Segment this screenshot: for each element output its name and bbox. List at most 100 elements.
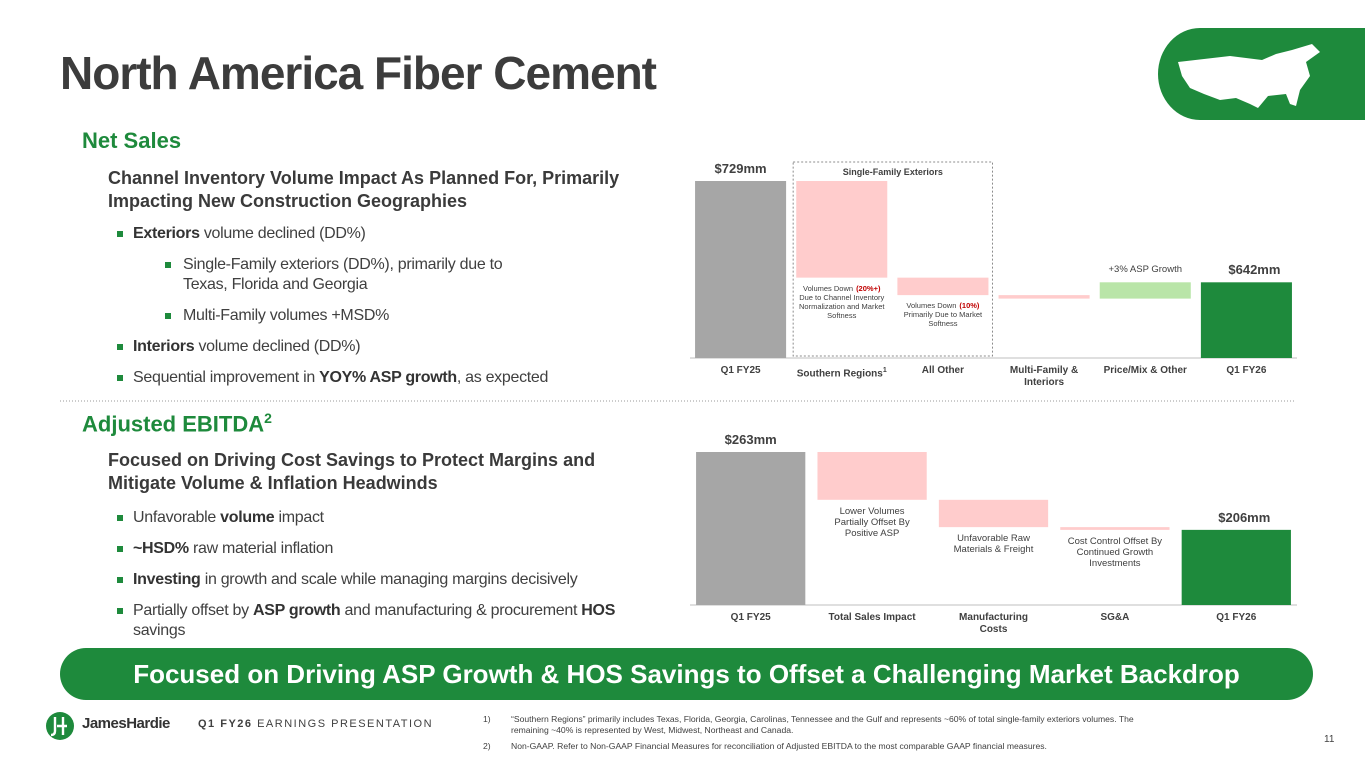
bullet-text: Partially offset by — [133, 602, 253, 619]
section-subheading: Channel Inventory Volume Impact As Plann… — [108, 168, 620, 211]
category-text: Manufacturing Costs — [959, 612, 1028, 635]
heading-text: Net Sales — [82, 128, 182, 153]
bullet: Interiors volume declined (DD%) — [117, 337, 633, 357]
waterfall-bar — [1181, 529, 1291, 605]
x-tick-label: Southern Regions1 — [794, 365, 890, 380]
bar-annotation: Cost Control Offset By Continued Growth … — [1065, 536, 1165, 569]
presentation-label: Q1 FY26 EARNINGS PRESENTATION — [198, 718, 433, 730]
waterfall-bar — [1099, 282, 1191, 299]
annotation-highlight: (10%) — [959, 301, 980, 311]
annotation-line: +3% ASP Growth — [1097, 265, 1193, 275]
section-heading: Net Sales — [82, 128, 181, 154]
bullet-text: volume declined (DD%) — [194, 338, 361, 355]
bullet-marker — [117, 577, 123, 583]
bullet-text: Exteriors — [133, 225, 200, 242]
footnote: 2) Non-GAAP. Refer to Non-GAAP Financial … — [483, 741, 1163, 752]
section-subheading: Focused on Driving Cost Savings to Prote… — [108, 450, 596, 493]
category-text: Multi-Family & Interiors — [1009, 365, 1079, 388]
category-sup: 1 — [882, 367, 887, 374]
bullet: Unfavorable volume impact — [117, 508, 633, 528]
annotation-text: Lower Volumes Partially Offset By Positi… — [834, 505, 910, 539]
bullet-text: savings — [133, 622, 186, 639]
annotation-detail: Due to Channel Inventory Normalization a… — [799, 292, 885, 320]
bullet-text: volume — [220, 509, 275, 526]
x-tick-label: Manufacturing Costs — [946, 612, 1042, 636]
x-tick-label: All Other — [895, 365, 991, 377]
bullet-marker — [117, 231, 123, 237]
annotation-line: Volumes Down (20%+) — [794, 284, 890, 293]
bullet-text: volume declined (DD%) — [199, 225, 366, 242]
edition: Q1 FY26 — [198, 718, 253, 730]
bullet-marker — [117, 515, 123, 521]
bar-annotation: Volumes Down (20%+) Due to Channel Invento… — [794, 284, 890, 320]
annotation-text: Volumes Down — [803, 283, 854, 293]
bullet-list: Exteriors volume declined (DD%) Single-Fa… — [117, 224, 633, 399]
group-label: Single-Family Exteriors — [842, 167, 943, 177]
group-box — [792, 161, 994, 357]
heading-sup: 2 — [264, 410, 272, 426]
annotation-highlight: (20%+) — [856, 283, 881, 293]
annotation-detail: Primarily Due to Market Softness — [903, 310, 983, 329]
bullet: Sequential improvement in YOY% ASP growt… — [117, 368, 633, 388]
waterfall-bar — [998, 295, 1090, 299]
category-text: Total Sales Impact — [828, 612, 916, 623]
bullet-text: YOY% ASP growth — [319, 369, 457, 386]
bullet-text: impact — [274, 509, 324, 526]
annotation-line: Cost Control Offset By Continued Growth … — [1065, 536, 1165, 569]
x-tick-label: Q1 FY25 — [703, 612, 799, 624]
bullet-text: Unfavorable — [133, 509, 221, 526]
bullet-text: Multi-Family volumes +MSD% — [183, 307, 390, 324]
x-tick-label: Q1 FY26 — [1198, 365, 1294, 377]
annotation-line: Volumes Down (10%) — [895, 301, 991, 310]
bullet-text: HOS — [581, 602, 616, 619]
bullet-text: Sequential improvement in — [133, 369, 320, 386]
brand-name: JamesHardie — [82, 715, 170, 732]
bullet-text: ASP growth — [253, 602, 341, 619]
bullet-text: Single-Family exteriors (DD%), primarily… — [183, 256, 503, 293]
value-label: $206mm — [1218, 509, 1271, 525]
waterfall-bar — [696, 452, 806, 605]
footnote-text: Non-GAAP. Refer to Non-GAAP Financial Me… — [511, 741, 1047, 751]
bullet-list: Unfavorable volume impact ~HSD% raw mater… — [117, 508, 633, 652]
bullet: Exteriors volume declined (DD%) — [117, 224, 633, 244]
waterfall-bar — [1200, 282, 1292, 358]
footnote-number: 1) — [483, 714, 491, 724]
category-text: Q1 FY25 — [730, 612, 771, 623]
bullet-marker — [165, 313, 171, 319]
value-label: $263mm — [724, 432, 777, 447]
bullet-marker — [117, 344, 123, 350]
presentation: EARNINGS PRESENTATION — [257, 718, 434, 730]
waterfall-bar — [938, 499, 1049, 528]
category-text: Q1 FY26 — [1216, 612, 1257, 623]
footnote: 1) “Southern Regions” primarily includes … — [483, 714, 1163, 736]
annotation-line: Lower Volumes Partially Offset By Positi… — [822, 506, 922, 539]
bar-annotation: +3% ASP Growth — [1097, 265, 1193, 275]
bullet: Investing in growth and scale while mana… — [117, 570, 633, 590]
x-tick-label: Q1 FY25 — [693, 365, 789, 377]
waterfall-bar — [695, 181, 787, 358]
bar-annotation: Lower Volumes Partially Offset By Positi… — [822, 506, 922, 539]
bullet: Partially offset by ASP growth and manuf… — [117, 601, 633, 641]
category-text: Price/Mix & Other — [1103, 365, 1187, 376]
bar-annotation: Volumes Down (10%) Primarily Due to Market… — [895, 301, 991, 328]
waterfall-bar — [817, 452, 927, 500]
bullet-text: Interiors — [133, 338, 195, 355]
bullet-marker — [117, 375, 123, 381]
section-heading: Adjusted EBITDA2 — [82, 410, 272, 437]
category-text: Q1 FY25 — [720, 365, 761, 376]
annotation-text: Cost Control Offset By Continued Growth … — [1067, 535, 1163, 569]
bullet-text: raw material inflation — [188, 540, 334, 557]
bullet: ~HSD% raw material inflation — [117, 539, 633, 559]
annotation-line: Unfavorable Raw Materials & Freight — [944, 533, 1044, 555]
footnote-text: “Southern Regions” primarily includes Te… — [511, 714, 1134, 735]
bullet-text: in growth and scale while managing margi… — [200, 571, 578, 588]
page-number: 11 — [1324, 734, 1335, 745]
category-text: All Other — [921, 365, 965, 376]
banner: Focused on Driving ASP Growth & HOS Savi… — [60, 648, 1313, 700]
annotation-text: Unfavorable Raw Materials & Freight — [953, 533, 1034, 556]
us-map-icon — [1178, 44, 1320, 108]
footnote-number: 2) — [483, 741, 491, 751]
bullet-text: Investing — [133, 571, 201, 588]
x-tick-label: SG&A — [1067, 612, 1163, 624]
